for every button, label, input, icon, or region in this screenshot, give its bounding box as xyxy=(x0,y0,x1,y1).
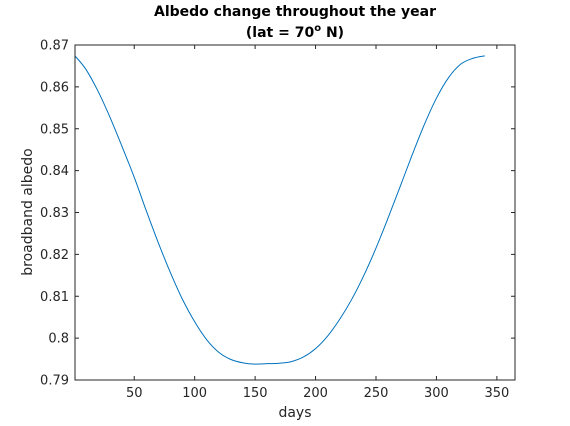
y-tick-label: 0.81 xyxy=(40,290,69,305)
y-tick-label: 0.83 xyxy=(40,206,69,221)
x-tick-label: 200 xyxy=(303,386,328,401)
y-tick-label: 0.84 xyxy=(40,164,69,179)
x-axis-label: days xyxy=(278,405,311,421)
x-tick-label: 300 xyxy=(424,386,449,401)
x-tick-label: 150 xyxy=(243,386,268,401)
chart-subtitle: (lat = 70o N) xyxy=(246,23,344,41)
tick-labels: 50 100 150 200 250 300 350 0.79 0.8 0.81 0.82 0.83 0… xyxy=(40,39,509,402)
y-tick-label: 0.85 xyxy=(40,122,69,137)
y-tick-label: 0.87 xyxy=(40,39,69,54)
y-tick-label: 0.86 xyxy=(40,80,69,95)
x-tick-label: 100 xyxy=(182,386,207,401)
x-tick-label: 350 xyxy=(484,386,509,401)
y-tick-label: 0.8 xyxy=(48,332,69,347)
albedo-series-line xyxy=(74,55,485,365)
subtitle-suffix: N) xyxy=(321,25,344,41)
y-tick-label: 0.82 xyxy=(40,248,69,263)
axis-ticks xyxy=(75,44,515,381)
plot-area xyxy=(75,45,515,380)
y-tick-label: 0.79 xyxy=(40,374,69,389)
chart-title: Albedo change throughout the year xyxy=(154,4,436,20)
plot-frame xyxy=(74,44,516,381)
y-axis-label: broadband albedo xyxy=(20,148,36,275)
subtitle-prefix: (lat = 70 xyxy=(246,25,315,41)
x-tick-label: 50 xyxy=(126,386,143,401)
x-tick-label: 250 xyxy=(364,386,389,401)
subtitle-superscript: o xyxy=(314,23,321,34)
